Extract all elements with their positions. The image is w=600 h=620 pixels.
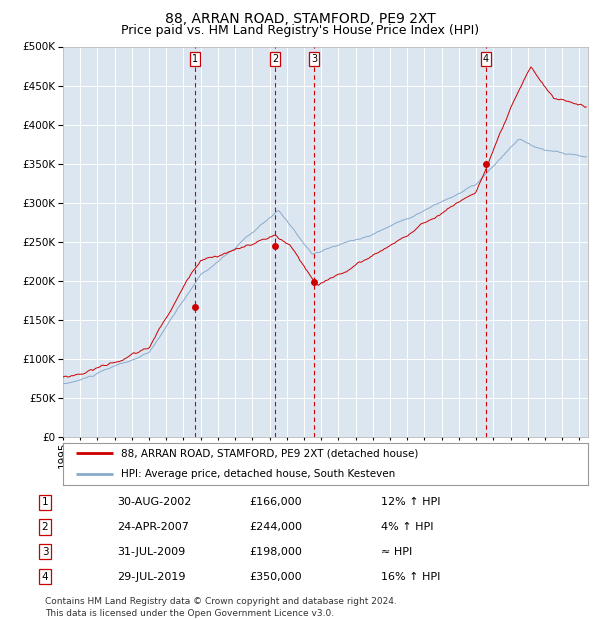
Text: Price paid vs. HM Land Registry's House Price Index (HPI): Price paid vs. HM Land Registry's House … xyxy=(121,24,479,37)
Text: 16% ↑ HPI: 16% ↑ HPI xyxy=(381,572,440,582)
Text: 29-JUL-2019: 29-JUL-2019 xyxy=(117,572,185,582)
Text: ≈ HPI: ≈ HPI xyxy=(381,547,412,557)
Text: HPI: Average price, detached house, South Kesteven: HPI: Average price, detached house, Sout… xyxy=(121,469,395,479)
Text: 12% ↑ HPI: 12% ↑ HPI xyxy=(381,497,440,507)
Text: 1: 1 xyxy=(192,55,198,64)
Text: 4: 4 xyxy=(483,55,489,64)
Text: £166,000: £166,000 xyxy=(249,497,302,507)
Text: 24-APR-2007: 24-APR-2007 xyxy=(117,522,189,532)
Text: 88, ARRAN ROAD, STAMFORD, PE9 2XT (detached house): 88, ARRAN ROAD, STAMFORD, PE9 2XT (detac… xyxy=(121,448,418,458)
Text: This data is licensed under the Open Government Licence v3.0.: This data is licensed under the Open Gov… xyxy=(45,609,334,618)
Text: 4: 4 xyxy=(41,572,49,582)
Text: 30-AUG-2002: 30-AUG-2002 xyxy=(117,497,191,507)
Text: 3: 3 xyxy=(311,55,317,64)
Text: 3: 3 xyxy=(41,547,49,557)
Text: 2: 2 xyxy=(41,522,49,532)
Text: £350,000: £350,000 xyxy=(249,572,302,582)
Text: 88, ARRAN ROAD, STAMFORD, PE9 2XT: 88, ARRAN ROAD, STAMFORD, PE9 2XT xyxy=(164,12,436,27)
Text: Contains HM Land Registry data © Crown copyright and database right 2024.: Contains HM Land Registry data © Crown c… xyxy=(45,596,397,606)
Text: 4% ↑ HPI: 4% ↑ HPI xyxy=(381,522,433,532)
Text: £244,000: £244,000 xyxy=(249,522,302,532)
Text: 31-JUL-2009: 31-JUL-2009 xyxy=(117,547,185,557)
Text: £198,000: £198,000 xyxy=(249,547,302,557)
Text: 2: 2 xyxy=(272,55,278,64)
Text: 1: 1 xyxy=(41,497,49,507)
